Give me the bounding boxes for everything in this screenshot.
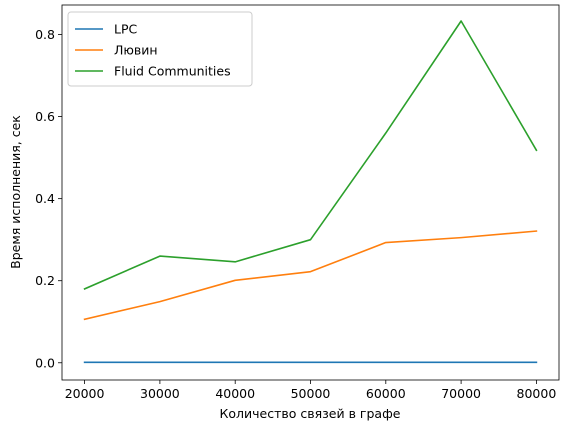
x-tick-label: 50000 (291, 386, 331, 401)
x-axis-label: Количество связей в графе (220, 406, 401, 421)
legend-label: Лювин (114, 43, 158, 58)
y-tick-label: 0.0 (35, 355, 55, 370)
legend-box (67, 11, 253, 87)
y-tick-label: 0.8 (35, 27, 55, 42)
series-line-2 (83, 230, 538, 321)
legend-label: LPC (114, 22, 138, 37)
x-axis: 20000 30000 40000 50000 60000 70000 80000 (65, 380, 557, 401)
y-tick-label: 0.2 (35, 273, 55, 288)
x-tick-label: 80000 (517, 386, 557, 401)
x-tick-label: 20000 (65, 386, 105, 401)
series-layer (83, 20, 538, 364)
x-tick-label: 70000 (441, 386, 481, 401)
y-axis-label: Время исполнения, сек (8, 115, 23, 269)
y-tick-label: 0.6 (35, 109, 55, 124)
legend-label: Fluid Communities (114, 64, 231, 79)
x-tick-label: 60000 (366, 386, 406, 401)
y-axis: 0.0 0.2 0.4 0.6 0.8 (35, 27, 62, 370)
x-tick-label: 40000 (215, 386, 255, 401)
series-line-3 (83, 20, 538, 290)
x-tick-label: 30000 (140, 386, 180, 401)
y-tick-label: 0.4 (35, 191, 55, 206)
legend: LPC Лювин Fluid Communities (67, 11, 253, 87)
